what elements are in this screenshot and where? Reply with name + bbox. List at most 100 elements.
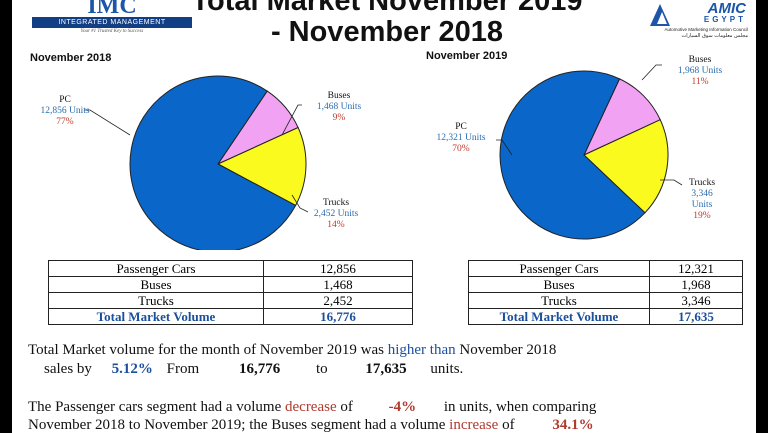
pie-chart-2018 xyxy=(84,75,309,250)
leader-line-pc xyxy=(496,139,513,156)
amic-logo-council: Automotive Marketing Information Council xyxy=(664,27,748,32)
pie-2018-title: November 2018 xyxy=(30,52,112,64)
leader-line-trucks xyxy=(660,179,683,186)
table-cell-value: 12,321 xyxy=(649,260,743,277)
table-total-value: 17,635 xyxy=(649,308,743,325)
summary-text: in units, when comparing xyxy=(443,399,597,415)
pie-2018-label-trucks-name: Trucks xyxy=(322,198,350,208)
table-cell-value: 2,452 xyxy=(263,292,413,309)
leader-line-buses xyxy=(641,64,662,81)
imc-logo-bar: INTEGRATED MANAGEMENT CONSULTANCY xyxy=(32,17,192,37)
pie-2018-label-pc-name: PC xyxy=(59,95,71,105)
table-cell-label: Passenger Cars xyxy=(468,260,650,277)
table-cell-label: Trucks xyxy=(468,292,650,309)
summary-value-to: 17,635 xyxy=(365,361,407,377)
pie-2018-label-pc-percent: 77% xyxy=(56,117,74,127)
summary-percent: 5.12% xyxy=(111,361,153,377)
table-total-row: Total Market Volume 16,776 xyxy=(48,308,413,325)
summary-highlight: higher than xyxy=(387,342,456,358)
table-cell-value: 12,856 xyxy=(263,260,413,277)
volume-table-2019: Passenger Cars 12,321 Buses 1,968 Trucks… xyxy=(468,260,743,325)
page-title: Total Market November 2019 - November 20… xyxy=(162,0,612,48)
pie-slice-trucks xyxy=(583,119,669,214)
pie-2019-label-buses-units: 1,968 Units xyxy=(677,66,723,76)
volume-table-2018: Passenger Cars 12,856 Buses 1,468 Trucks… xyxy=(48,260,413,325)
amic-logo-country: EGYPT xyxy=(703,15,746,24)
summary-text: to xyxy=(315,361,328,377)
pie-2019-label-pc-name: PC xyxy=(455,122,467,132)
pie-2018-label-pc-units: 12,856 Units xyxy=(40,106,90,116)
table-total-value: 16,776 xyxy=(263,308,413,325)
pie-2019-label-trucks: Trucks 3,346 Units 19% xyxy=(680,178,724,222)
pie-2019-label-buses: Buses 1,968 Units 11% xyxy=(660,55,740,88)
pie-2019-title: November 2019 xyxy=(426,50,508,62)
amic-logo: AMIC EGYPT Automotive Marketing Informat… xyxy=(632,0,752,40)
table-row: Trucks 3,346 xyxy=(468,292,743,309)
summary-highlight: increase xyxy=(449,417,499,433)
pie-slice-pc xyxy=(129,75,297,250)
pie-2018-label-trucks: Trucks 2,452 Units 14% xyxy=(300,198,372,231)
title-line-1: Total Market November 2019 xyxy=(191,0,583,17)
table-row: Passenger Cars 12,321 xyxy=(468,260,743,277)
table-total-label: Total Market Volume xyxy=(468,308,650,325)
table-cell-value: 3,346 xyxy=(649,292,743,309)
pie-2019-label-pc-units: 12,321 Units xyxy=(436,133,486,143)
pie-2018-label-buses: Buses 1,468 Units 9% xyxy=(304,91,374,124)
table-row: Buses 1,968 xyxy=(468,276,743,293)
summary-text: From xyxy=(166,361,200,377)
summary-line-3: The Passenger cars segment had a volume … xyxy=(28,399,596,416)
table-total-label: Total Market Volume xyxy=(48,308,264,325)
summary-text: units. xyxy=(430,361,464,377)
summary-text: Total Market volume for the month of Nov… xyxy=(28,342,384,358)
imc-logo-text: IMC xyxy=(87,0,137,19)
summary-highlight: decrease xyxy=(285,399,337,415)
table-row: Trucks 2,452 xyxy=(48,292,413,309)
pie-2019-label-buses-percent: 11% xyxy=(691,77,709,87)
pie-2018-label-buses-name: Buses xyxy=(327,91,351,101)
pie-chart-2019 xyxy=(496,64,683,240)
table-cell-label: Passenger Cars xyxy=(48,260,264,277)
pie-slice-pc xyxy=(499,70,646,240)
title-line-2: - November 2018 xyxy=(270,16,504,48)
table-row: Buses 1,468 xyxy=(48,276,413,293)
summary-value-from: 16,776 xyxy=(238,361,281,377)
summary-line-4: November 2018 to November 2019; the Buse… xyxy=(28,417,594,433)
amic-logo-mark-inner xyxy=(657,12,667,24)
summary-text: of xyxy=(502,417,515,433)
pie-2019-label-pc-percent: 70% xyxy=(452,144,470,154)
pie-2018-label-trucks-percent: 14% xyxy=(327,220,345,230)
summary-percent: 34.1% xyxy=(552,417,594,433)
slide: IMC INTEGRATED MANAGEMENT CONSULTANCY Yo… xyxy=(12,0,756,433)
table-cell-label: Buses xyxy=(468,276,650,293)
table-cell-value: 1,468 xyxy=(263,276,413,293)
pie-2019-label-buses-name: Buses xyxy=(688,55,712,65)
summary-percent: -4% xyxy=(388,399,417,415)
table-cell-label: Trucks xyxy=(48,292,264,309)
table-cell-value: 1,968 xyxy=(649,276,743,293)
pie-2019-label-trucks-percent: 19% xyxy=(693,211,711,221)
pie-2018-label-buses-units: 1,468 Units xyxy=(316,102,362,112)
imc-logo-tagline: Your #1 Trusted Key to Success xyxy=(80,29,144,34)
pie-slice-trucks xyxy=(216,126,307,207)
leader-line-buses xyxy=(281,104,302,136)
pie-2018-label-trucks-units: 2,452 Units xyxy=(313,209,359,219)
leader-line-pc xyxy=(84,109,131,136)
summary-text: The Passenger cars segment had a volume xyxy=(28,399,282,415)
table-total-row: Total Market Volume 17,635 xyxy=(468,308,743,325)
pie-2019-label-trucks-name: Trucks xyxy=(688,178,716,188)
pie-2019-label-trucks-units: 3,346 Units xyxy=(691,189,713,210)
summary-text: November 2018 xyxy=(459,342,557,358)
summary-text: November 2018 to November 2019; the Buse… xyxy=(28,417,446,433)
summary-text: of xyxy=(340,399,353,415)
table-cell-label: Buses xyxy=(48,276,264,293)
leader-line-trucks xyxy=(291,194,309,213)
amic-logo-text: AMIC xyxy=(707,0,746,17)
pie-2018-label-buses-percent: 9% xyxy=(332,113,346,123)
summary-line-1: Total Market volume for the month of Nov… xyxy=(28,342,556,359)
pie-2019-label-pc: PC 12,321 Units 70% xyxy=(426,122,496,155)
pie-2018-label-pc: PC 12,856 Units 77% xyxy=(30,95,100,128)
amic-logo-arabic: مجلس معلومات سوق السيارات xyxy=(681,33,748,39)
imc-logo: IMC INTEGRATED MANAGEMENT CONSULTANCY Yo… xyxy=(32,0,192,37)
summary-line-2: sales by 5.12% From 16,776 to 17,635 uni… xyxy=(44,361,463,378)
table-row: Passenger Cars 12,856 xyxy=(48,260,413,277)
